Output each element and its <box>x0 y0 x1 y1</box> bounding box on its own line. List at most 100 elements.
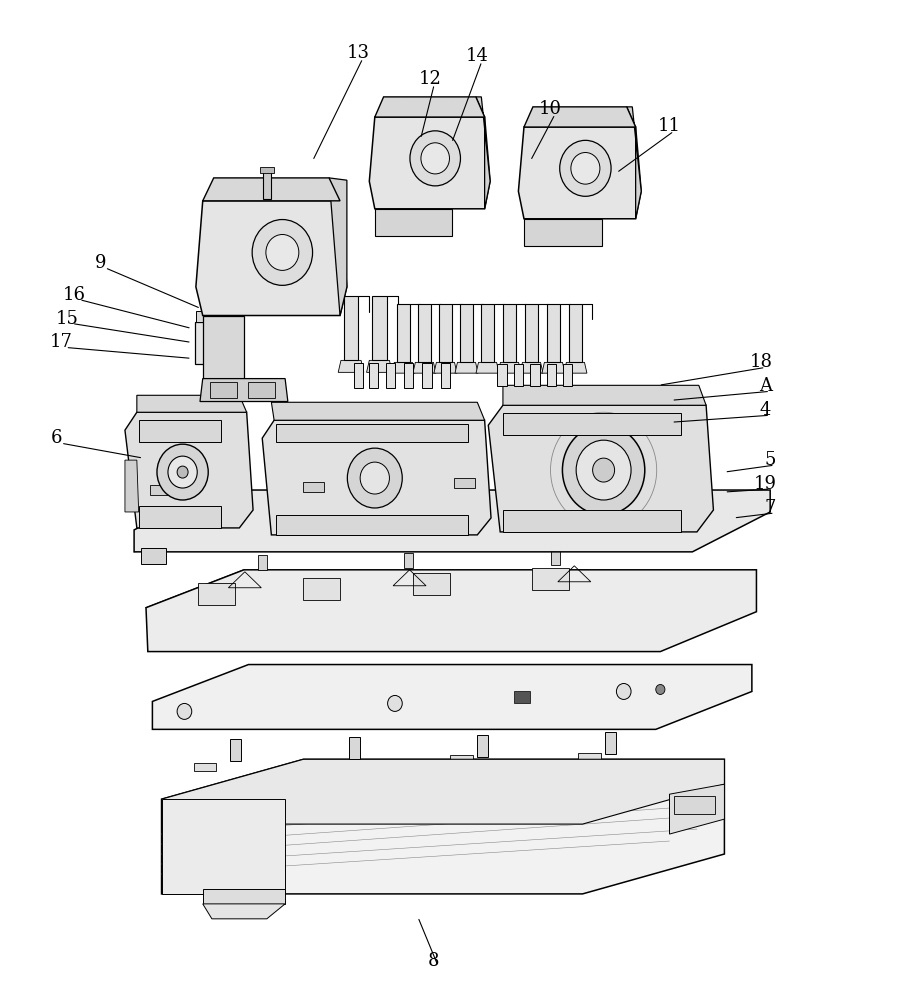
Polygon shape <box>203 889 285 904</box>
Bar <box>304 482 323 492</box>
Text: 17: 17 <box>50 333 73 351</box>
Bar <box>439 304 452 362</box>
Polygon shape <box>524 107 635 127</box>
Polygon shape <box>203 904 285 919</box>
Bar <box>276 424 468 442</box>
Polygon shape <box>263 420 491 535</box>
Bar <box>321 759 344 767</box>
Text: 10: 10 <box>539 100 562 118</box>
Bar <box>230 739 241 761</box>
Polygon shape <box>434 362 457 373</box>
Polygon shape <box>524 219 602 246</box>
Bar <box>525 304 538 362</box>
Polygon shape <box>564 362 587 373</box>
Polygon shape <box>125 460 139 512</box>
Bar <box>258 555 267 570</box>
Circle shape <box>252 220 312 285</box>
Bar <box>212 324 223 366</box>
Circle shape <box>360 462 389 494</box>
Bar <box>450 755 473 763</box>
Polygon shape <box>413 362 436 373</box>
Circle shape <box>266 234 299 270</box>
Circle shape <box>593 458 614 482</box>
Bar <box>454 478 475 488</box>
Bar <box>606 732 616 754</box>
Circle shape <box>387 695 402 711</box>
Polygon shape <box>375 209 452 236</box>
Polygon shape <box>476 362 499 373</box>
Polygon shape <box>329 178 347 316</box>
Bar <box>551 550 560 565</box>
Bar <box>261 167 274 173</box>
Bar <box>531 364 540 386</box>
Bar <box>263 171 272 199</box>
Text: 16: 16 <box>63 286 86 304</box>
Polygon shape <box>134 490 770 552</box>
Polygon shape <box>542 362 565 373</box>
Bar <box>404 363 413 388</box>
Bar <box>569 304 582 362</box>
Polygon shape <box>520 362 543 373</box>
Bar <box>404 553 413 568</box>
Text: 12: 12 <box>419 70 442 88</box>
Circle shape <box>616 683 631 699</box>
Circle shape <box>168 456 197 488</box>
Polygon shape <box>503 385 706 405</box>
Bar <box>532 568 569 590</box>
Bar <box>547 364 556 386</box>
Polygon shape <box>369 117 490 209</box>
Polygon shape <box>488 405 713 532</box>
Bar <box>372 296 386 360</box>
Polygon shape <box>669 784 724 834</box>
Bar <box>150 485 170 495</box>
Text: 6: 6 <box>50 429 62 447</box>
Polygon shape <box>162 759 724 824</box>
Bar <box>353 363 363 388</box>
Bar <box>386 363 395 388</box>
Bar <box>196 322 207 364</box>
Circle shape <box>655 684 665 694</box>
Text: 9: 9 <box>95 254 106 272</box>
Polygon shape <box>519 127 641 219</box>
Circle shape <box>563 425 644 515</box>
Text: 15: 15 <box>56 310 79 328</box>
Polygon shape <box>162 759 724 894</box>
Bar <box>213 313 222 324</box>
Polygon shape <box>627 107 641 219</box>
Polygon shape <box>392 362 415 373</box>
Bar <box>498 364 507 386</box>
Bar <box>139 420 221 442</box>
Polygon shape <box>125 412 253 528</box>
Bar <box>413 573 450 595</box>
Circle shape <box>571 153 599 184</box>
Circle shape <box>157 444 208 500</box>
Text: 11: 11 <box>658 117 681 135</box>
Polygon shape <box>455 362 478 373</box>
Text: 19: 19 <box>754 475 778 493</box>
Circle shape <box>347 448 402 508</box>
Polygon shape <box>203 316 244 379</box>
Polygon shape <box>137 395 247 412</box>
Bar <box>674 796 715 814</box>
Bar <box>422 363 431 388</box>
Text: 13: 13 <box>347 44 370 62</box>
Bar <box>369 363 378 388</box>
Circle shape <box>410 131 461 186</box>
Circle shape <box>560 140 611 196</box>
Polygon shape <box>203 178 340 201</box>
Text: 8: 8 <box>428 952 439 970</box>
Bar <box>343 296 358 360</box>
Text: 18: 18 <box>749 353 773 371</box>
Bar <box>196 311 206 322</box>
Circle shape <box>177 703 192 719</box>
Circle shape <box>177 466 188 478</box>
Polygon shape <box>338 360 364 372</box>
Polygon shape <box>196 201 347 316</box>
Circle shape <box>421 143 450 174</box>
Circle shape <box>577 440 631 500</box>
Text: 5: 5 <box>765 451 776 469</box>
Bar <box>503 510 681 532</box>
Text: 4: 4 <box>760 401 771 419</box>
Bar <box>547 304 560 362</box>
Bar <box>481 304 494 362</box>
